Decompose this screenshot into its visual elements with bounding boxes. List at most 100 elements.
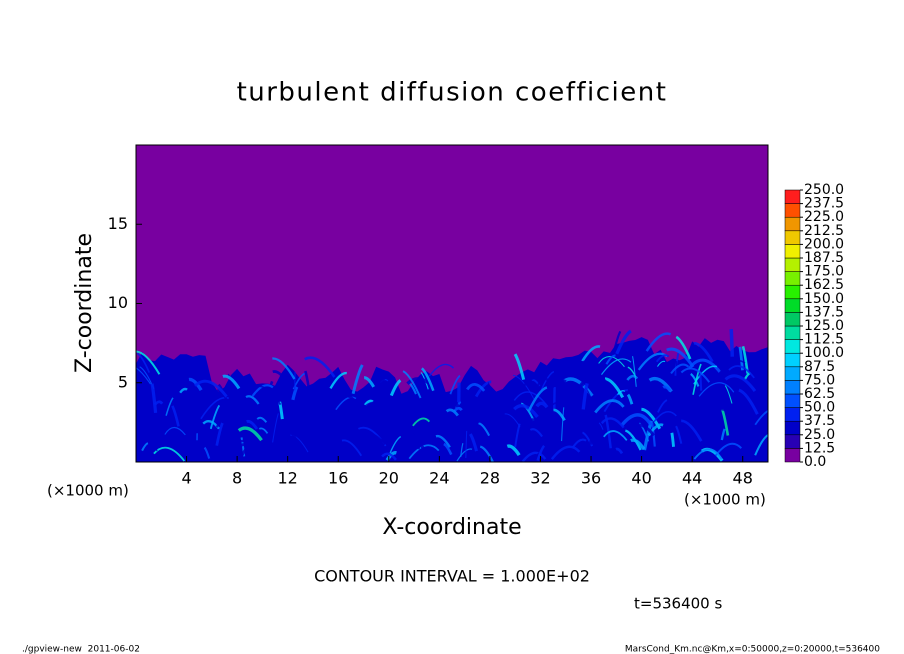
field-streak (257, 407, 268, 419)
field-streak (443, 442, 453, 456)
colorbar-label: 62.5 (804, 386, 835, 402)
colorbar-label: 162.5 (804, 277, 844, 293)
field-streak (613, 406, 627, 417)
field-streak (693, 448, 723, 460)
field-streak (670, 432, 675, 447)
field-streak (615, 329, 632, 355)
field-streak (564, 413, 585, 440)
field-streak (188, 377, 203, 392)
field-streak (165, 397, 174, 416)
field-streak (662, 385, 672, 393)
field-streak (412, 417, 431, 427)
field-streak (632, 356, 637, 387)
field-streak (550, 445, 581, 460)
field-streak (654, 384, 670, 401)
field-streak (171, 405, 180, 427)
field-streak (396, 429, 416, 440)
field-streak (355, 433, 386, 446)
field-streak (651, 422, 656, 447)
field-streak (512, 374, 535, 400)
field-streak (603, 389, 628, 413)
field-streak (272, 357, 296, 380)
colorbar-label: 237.5 (804, 196, 844, 212)
x-unit: (×1000 m) (684, 491, 766, 509)
footer-left: ./gpview-new 2011-06-02 (22, 645, 140, 654)
field-streak (657, 399, 668, 413)
colorbar-segment (784, 189, 801, 204)
field-streak (141, 442, 149, 452)
field-streak (729, 329, 735, 357)
colorbar-segment (784, 434, 801, 449)
footer-right: MarsCond_Km.nc@Km,x=0:50000,z=0:20000,t=… (625, 645, 880, 654)
field-streak (510, 448, 532, 462)
field-streak (406, 377, 441, 396)
colorbar-label: 137.5 (804, 304, 844, 320)
colorbar-label: 125.0 (804, 318, 844, 334)
field-streak (588, 431, 596, 445)
field-streak (617, 390, 626, 396)
field-streak (411, 433, 427, 454)
field-streak (754, 409, 768, 426)
field-streak (449, 374, 461, 395)
field-streak (304, 370, 312, 396)
field-streak (287, 422, 310, 441)
field-streak (573, 360, 595, 370)
colorbar-label: 225.0 (804, 209, 844, 225)
field-streak (563, 377, 594, 397)
contour-interval: CONTOUR INTERVAL = 1.000E+02 (314, 567, 590, 586)
field-streak (693, 341, 714, 363)
field-streak (543, 450, 552, 460)
field-streak (444, 392, 464, 415)
field-streak (428, 363, 454, 377)
x-tick-label: 28 (480, 469, 500, 488)
field-streak (754, 433, 759, 442)
colorbar-label: 175.0 (804, 264, 844, 280)
field-streak (153, 446, 186, 462)
field-streak (620, 413, 653, 427)
field-streak (724, 374, 757, 392)
field-streak (460, 443, 464, 457)
field-streak (588, 416, 603, 434)
field-streak (604, 377, 625, 399)
colorbar-label: 250.0 (804, 182, 844, 198)
field-streak (612, 330, 622, 355)
colorbar-label: 75.0 (804, 372, 835, 388)
field-streak (143, 424, 164, 440)
field-streak (304, 356, 336, 378)
field-streak (193, 379, 228, 398)
field-streak (535, 401, 549, 409)
y-tick-label: 15 (108, 214, 128, 233)
field-streak (605, 354, 616, 365)
field-streak (245, 395, 260, 405)
colorbar-label: 50.0 (804, 400, 835, 416)
field-streak (389, 436, 402, 454)
field-streak (529, 418, 539, 424)
x-tick-label: 20 (379, 469, 399, 488)
field-streak (235, 443, 259, 455)
field-streak (309, 447, 318, 461)
colorbar-label: 150.0 (804, 291, 844, 307)
x-tick-label: 8 (232, 469, 242, 488)
field-streak (364, 376, 376, 388)
field-streak (615, 447, 624, 455)
field-streak (624, 429, 642, 451)
field-streak (407, 404, 420, 421)
field-streak (468, 433, 478, 452)
field-streak (514, 423, 521, 448)
colorbar-segment (784, 230, 801, 245)
field-streak (136, 367, 151, 385)
x-tick-label: 24 (429, 469, 449, 488)
colorbar-segment (784, 407, 801, 422)
field-streak (720, 428, 726, 441)
field-streak (521, 375, 555, 389)
field-streak (572, 438, 587, 448)
field-streak (724, 385, 733, 404)
field-streak (272, 370, 289, 384)
field-streak (267, 391, 280, 416)
field-streak (306, 454, 311, 462)
colorbar-label: 212.5 (804, 223, 844, 239)
colorbar-segment (784, 448, 801, 463)
y-unit: (×1000 m) (47, 482, 129, 500)
field-streak (513, 404, 539, 418)
field-streak (408, 444, 440, 460)
